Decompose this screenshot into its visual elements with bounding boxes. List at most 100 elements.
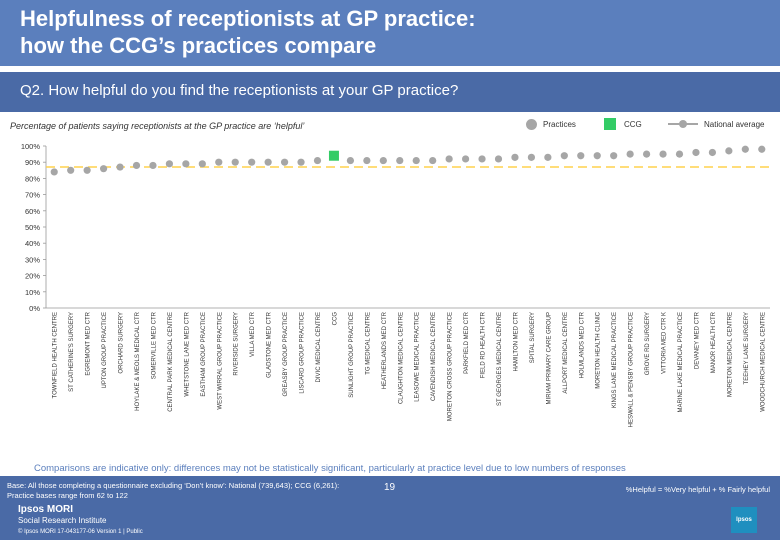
practice-point	[363, 156, 371, 165]
x-category-label: SUNLIGHT GROUP PRACTICE	[349, 312, 355, 398]
x-category-label: CCG	[332, 312, 338, 326]
comparison-footnote: Comparisons are indicative only: differe…	[34, 463, 626, 474]
x-category-label: MORETON MEDICAL CENTRE	[727, 312, 733, 397]
practice-point	[675, 150, 684, 158]
x-category-label: HOYLAKE & MEOLS MEDICAL CTR	[135, 311, 141, 410]
survey-question: Q2. How helpful do you find the receptio…	[20, 82, 459, 99]
y-tick-label: 20%	[25, 272, 40, 281]
title-band	[0, 0, 780, 66]
practice-point	[429, 156, 437, 165]
practice-point	[231, 158, 239, 166]
x-category-label: VILLA MED CTR	[250, 311, 256, 357]
question-band	[0, 72, 780, 112]
chart-subtitle: Percentage of patients saying receptioni…	[10, 121, 305, 131]
x-category-label: ALLPORT MEDICAL CENTRE	[563, 312, 569, 394]
y-tick-label: 70%	[25, 191, 40, 200]
practice-point	[708, 148, 717, 157]
practice-point	[659, 150, 667, 158]
practice-point	[297, 158, 305, 166]
practice-point	[478, 155, 486, 163]
practice-point	[527, 153, 536, 161]
practice-point	[116, 163, 124, 171]
x-category-label: HAMILTON MED CTR	[513, 311, 519, 371]
practice-point	[725, 147, 733, 155]
x-category-label: LISCARD GROUP PRACTICE	[300, 312, 306, 394]
x-category-label: EASTHAM GROUP PRACTICE	[201, 312, 207, 397]
x-category-label: SPITAL SURGERY	[530, 312, 536, 363]
x-category-label: GREASBY GROUP PRACTICE	[283, 312, 289, 396]
y-tick-label: 90%	[25, 158, 40, 167]
y-tick-label: 80%	[25, 174, 40, 183]
base-note-line-2: Practice bases range from 62 to 122	[7, 491, 128, 500]
x-category-label: MORETON CROSS GROUP PRACTICE	[448, 312, 454, 421]
x-category-label: TEEHEY LANE SURGERY	[744, 312, 750, 384]
x-category-label: CLAUGHTON MEDICAL CENTRE	[398, 312, 404, 404]
practice-point	[313, 156, 322, 165]
practice-point	[264, 158, 272, 166]
practice-point	[396, 156, 404, 165]
ccg-marker	[328, 150, 339, 161]
x-category-label: RIVERSIDE SURGERY	[234, 312, 240, 376]
x-category-label: TG MEDICAL CENTRE	[365, 312, 371, 375]
x-category-label: ST GEORGES MEDICAL CENTRE	[497, 312, 503, 406]
practice-point	[626, 150, 634, 158]
practice-point	[165, 160, 174, 168]
practice-dot-icon	[526, 118, 537, 130]
legend-ccg: CCG	[604, 117, 642, 131]
practice-point	[412, 156, 420, 165]
brand-block: Ipsos MORI Social Research Institute	[18, 504, 107, 526]
x-category-label: MANOR HEALTH CTR	[711, 311, 717, 373]
practice-point	[461, 155, 470, 163]
practice-point	[149, 161, 157, 170]
practice-point	[83, 166, 91, 174]
legend-national: National average	[668, 117, 764, 131]
page-title-line-1: Helpfulness of receptionists at GP pract…	[20, 6, 476, 31]
practice-point	[494, 155, 503, 163]
base-note: Base: All those completing a questionnai…	[7, 481, 427, 501]
y-tick-label: 0%	[29, 304, 40, 313]
y-tick-label: 100%	[21, 142, 41, 151]
x-category-label: HOLMLANDS MED CTR	[579, 311, 585, 378]
brand-subtitle: Social Research Institute	[18, 516, 107, 525]
x-category-label: LEASOWE MEDICAL PRACTICE	[415, 312, 421, 402]
x-category-label: DIVIC MEDICAL CENTRE	[316, 312, 322, 382]
x-category-label: FIELD RD HEALTH CTR	[481, 311, 487, 378]
x-category-label: WHETSTONE LANE MED CTR	[184, 311, 190, 396]
page-number: 19	[384, 482, 396, 493]
legend-practices-label: Practices	[543, 119, 576, 129]
practice-point	[758, 145, 766, 153]
legend-national-label: National average	[704, 119, 765, 129]
x-category-label: TOWNFIELD HEALTH CENTRE	[53, 312, 59, 398]
practice-point	[99, 165, 108, 173]
x-category-label: CAVENDISH MEDICAL CENTRE	[431, 312, 437, 401]
x-category-label: WEST WIRRAL GROUP PRACTICE	[217, 312, 223, 410]
x-category-label: MORETON HEALTH CLINIC	[596, 311, 602, 388]
practice-point	[610, 152, 618, 160]
x-category-label: CENTRAL PARK MEDICAL CENTRE	[168, 312, 174, 412]
practice-point	[445, 155, 453, 163]
x-category-label: MIRIAM PRIMARY CARE GROUP	[546, 312, 552, 404]
x-category-label: PARKFIELD MED CTR	[464, 311, 470, 374]
x-category-label: DEVANEY MED CTR	[694, 311, 700, 369]
x-category-label: WOODCHURCH MEDICAL CENTRE	[760, 312, 766, 412]
ipsos-logo: Ipsos	[731, 507, 757, 533]
practice-point	[560, 152, 568, 160]
practice-point	[379, 156, 387, 165]
national-line-icon	[668, 120, 698, 128]
base-note-line-1: Base: All those completing a questionnai…	[7, 481, 340, 490]
practice-point	[346, 156, 355, 165]
footer-band	[0, 476, 780, 540]
y-tick-label: 60%	[25, 207, 40, 216]
practice-point	[50, 168, 58, 176]
practice-point	[215, 158, 223, 166]
x-category-label: UPTON GROUP PRACTICE	[102, 312, 108, 388]
x-category-label: EGREMONT MED CTR	[86, 311, 92, 375]
x-category-label: GLADSTONE MED CTR	[267, 311, 273, 378]
y-tick-label: 40%	[25, 239, 40, 248]
page-title-line-2: how the CCG’s practices compare	[20, 33, 377, 58]
x-category-label: KINGS LANE MEDICAL PRACTICE	[612, 312, 618, 408]
practice-point	[593, 152, 601, 160]
legend-ccg-label: CCG	[624, 119, 642, 129]
practice-point	[248, 158, 256, 166]
y-tick-label: 10%	[25, 288, 40, 297]
